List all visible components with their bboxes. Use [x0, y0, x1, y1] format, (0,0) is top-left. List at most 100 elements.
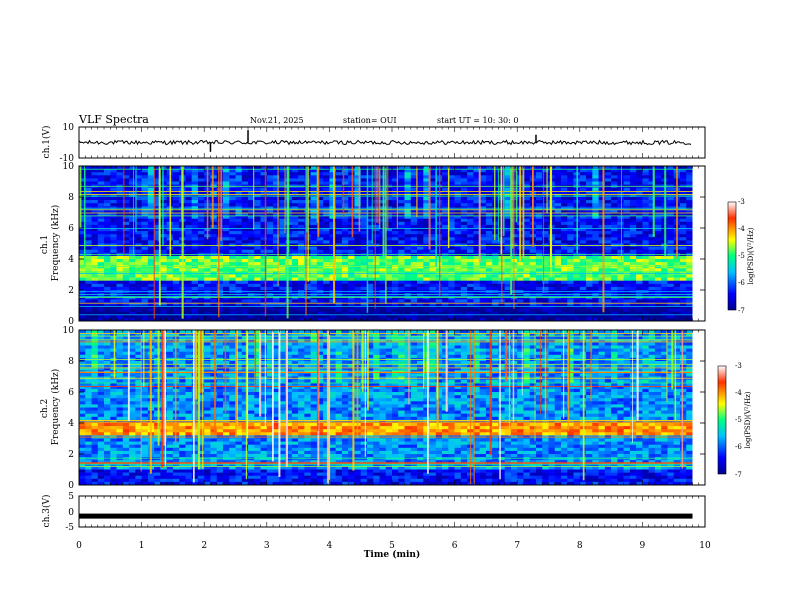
spec-cell [210, 228, 218, 232]
spec-cell [429, 286, 437, 291]
spec-cell [598, 314, 606, 319]
spec-cell [291, 175, 299, 179]
spec-cell [279, 259, 286, 263]
spec-cell [273, 237, 280, 241]
spec-cell [604, 234, 612, 238]
spec-cell [210, 305, 218, 309]
spec-cell [611, 234, 618, 238]
spec-cell [517, 308, 524, 312]
spec-cell [135, 240, 142, 244]
spec-cell [454, 305, 462, 309]
spec-cell [404, 209, 412, 213]
spec-cell [310, 221, 318, 226]
spec-cell [429, 299, 437, 303]
spec-cell [91, 311, 99, 316]
spec-cell [185, 271, 192, 275]
spec-cell [636, 166, 643, 170]
spec-cell [492, 299, 499, 303]
spec-cell [279, 193, 286, 198]
spec-cell [423, 218, 430, 223]
spec-cell [197, 197, 205, 201]
spec-cell [310, 172, 318, 176]
spec-cell [523, 187, 531, 192]
spec-cell [298, 286, 305, 291]
spec-cell [535, 190, 543, 195]
spec-cell [266, 286, 274, 291]
spec-cell [592, 283, 599, 288]
spec-cell [454, 200, 462, 204]
spec-cell [216, 265, 224, 269]
spec-cell [410, 246, 418, 250]
spec-cell [460, 311, 468, 316]
spec-cell [97, 265, 105, 269]
spec-cell [492, 237, 499, 241]
spec-cell [542, 172, 549, 176]
spec-cell [492, 308, 499, 312]
spec-cell [654, 249, 662, 254]
spec-cell [329, 203, 336, 207]
spec-cell [498, 317, 505, 322]
spec-cell [473, 280, 480, 285]
spec-cell [460, 246, 468, 250]
spec-cell [392, 218, 399, 223]
spec-cell [298, 274, 305, 278]
ch1-ytick-bottom: -10 [60, 154, 75, 164]
spec-cell [147, 169, 155, 173]
spec-cell [504, 175, 512, 179]
spec-cell [216, 231, 224, 235]
spec-cell [567, 249, 574, 254]
spec-cell [385, 317, 393, 322]
spec-cell [611, 255, 618, 260]
spec-cell [197, 283, 205, 288]
spec-cell [216, 246, 224, 250]
spec-cell [354, 231, 361, 235]
spec-cell [254, 224, 261, 229]
spec-cell [642, 271, 649, 275]
spec-cell [373, 274, 380, 278]
spec-cell [423, 277, 430, 281]
spec-cell [567, 178, 574, 182]
spec-cell [504, 246, 512, 250]
spec-cell [141, 271, 149, 275]
spec-cell [517, 280, 524, 285]
spec-cell [492, 215, 499, 219]
spec-cell [679, 209, 687, 213]
spec-cell [586, 268, 593, 272]
spec-cell [454, 255, 462, 260]
spec-cell [266, 221, 274, 226]
spec-cell [629, 280, 637, 285]
spec-cell [85, 259, 92, 263]
spec-cell [504, 249, 512, 254]
spec-cell [567, 274, 574, 278]
spec-cell [604, 181, 612, 185]
spec-cell [348, 234, 355, 238]
spec-cell [91, 283, 99, 288]
spec-cell [510, 308, 518, 312]
spec-cell [454, 299, 462, 303]
spec-cell [141, 193, 149, 198]
spec-cell [586, 228, 593, 232]
spec-cell [535, 193, 543, 198]
spec-cell [479, 221, 487, 226]
spec-cell [398, 280, 405, 285]
spec-cell [248, 271, 255, 275]
spec-cell [561, 178, 568, 182]
spec-cell [417, 200, 424, 204]
ch1-waveform-trace [78, 139, 692, 146]
spec-cell [191, 181, 199, 185]
spec-cell [417, 283, 424, 288]
spec-cell [248, 265, 255, 269]
spec-cell [467, 255, 474, 260]
spec-cell [185, 255, 192, 260]
spec-cell [417, 268, 424, 272]
spec-cell [91, 212, 99, 216]
spec-cell [210, 197, 218, 201]
spec-cell [79, 234, 86, 238]
spec-cell [129, 203, 136, 207]
spec-cell [442, 181, 449, 185]
spec-cell [492, 172, 499, 176]
spec-cell [429, 274, 437, 278]
spec-cell [636, 175, 643, 179]
spec-cell [398, 314, 405, 319]
spec-cell [686, 299, 693, 303]
